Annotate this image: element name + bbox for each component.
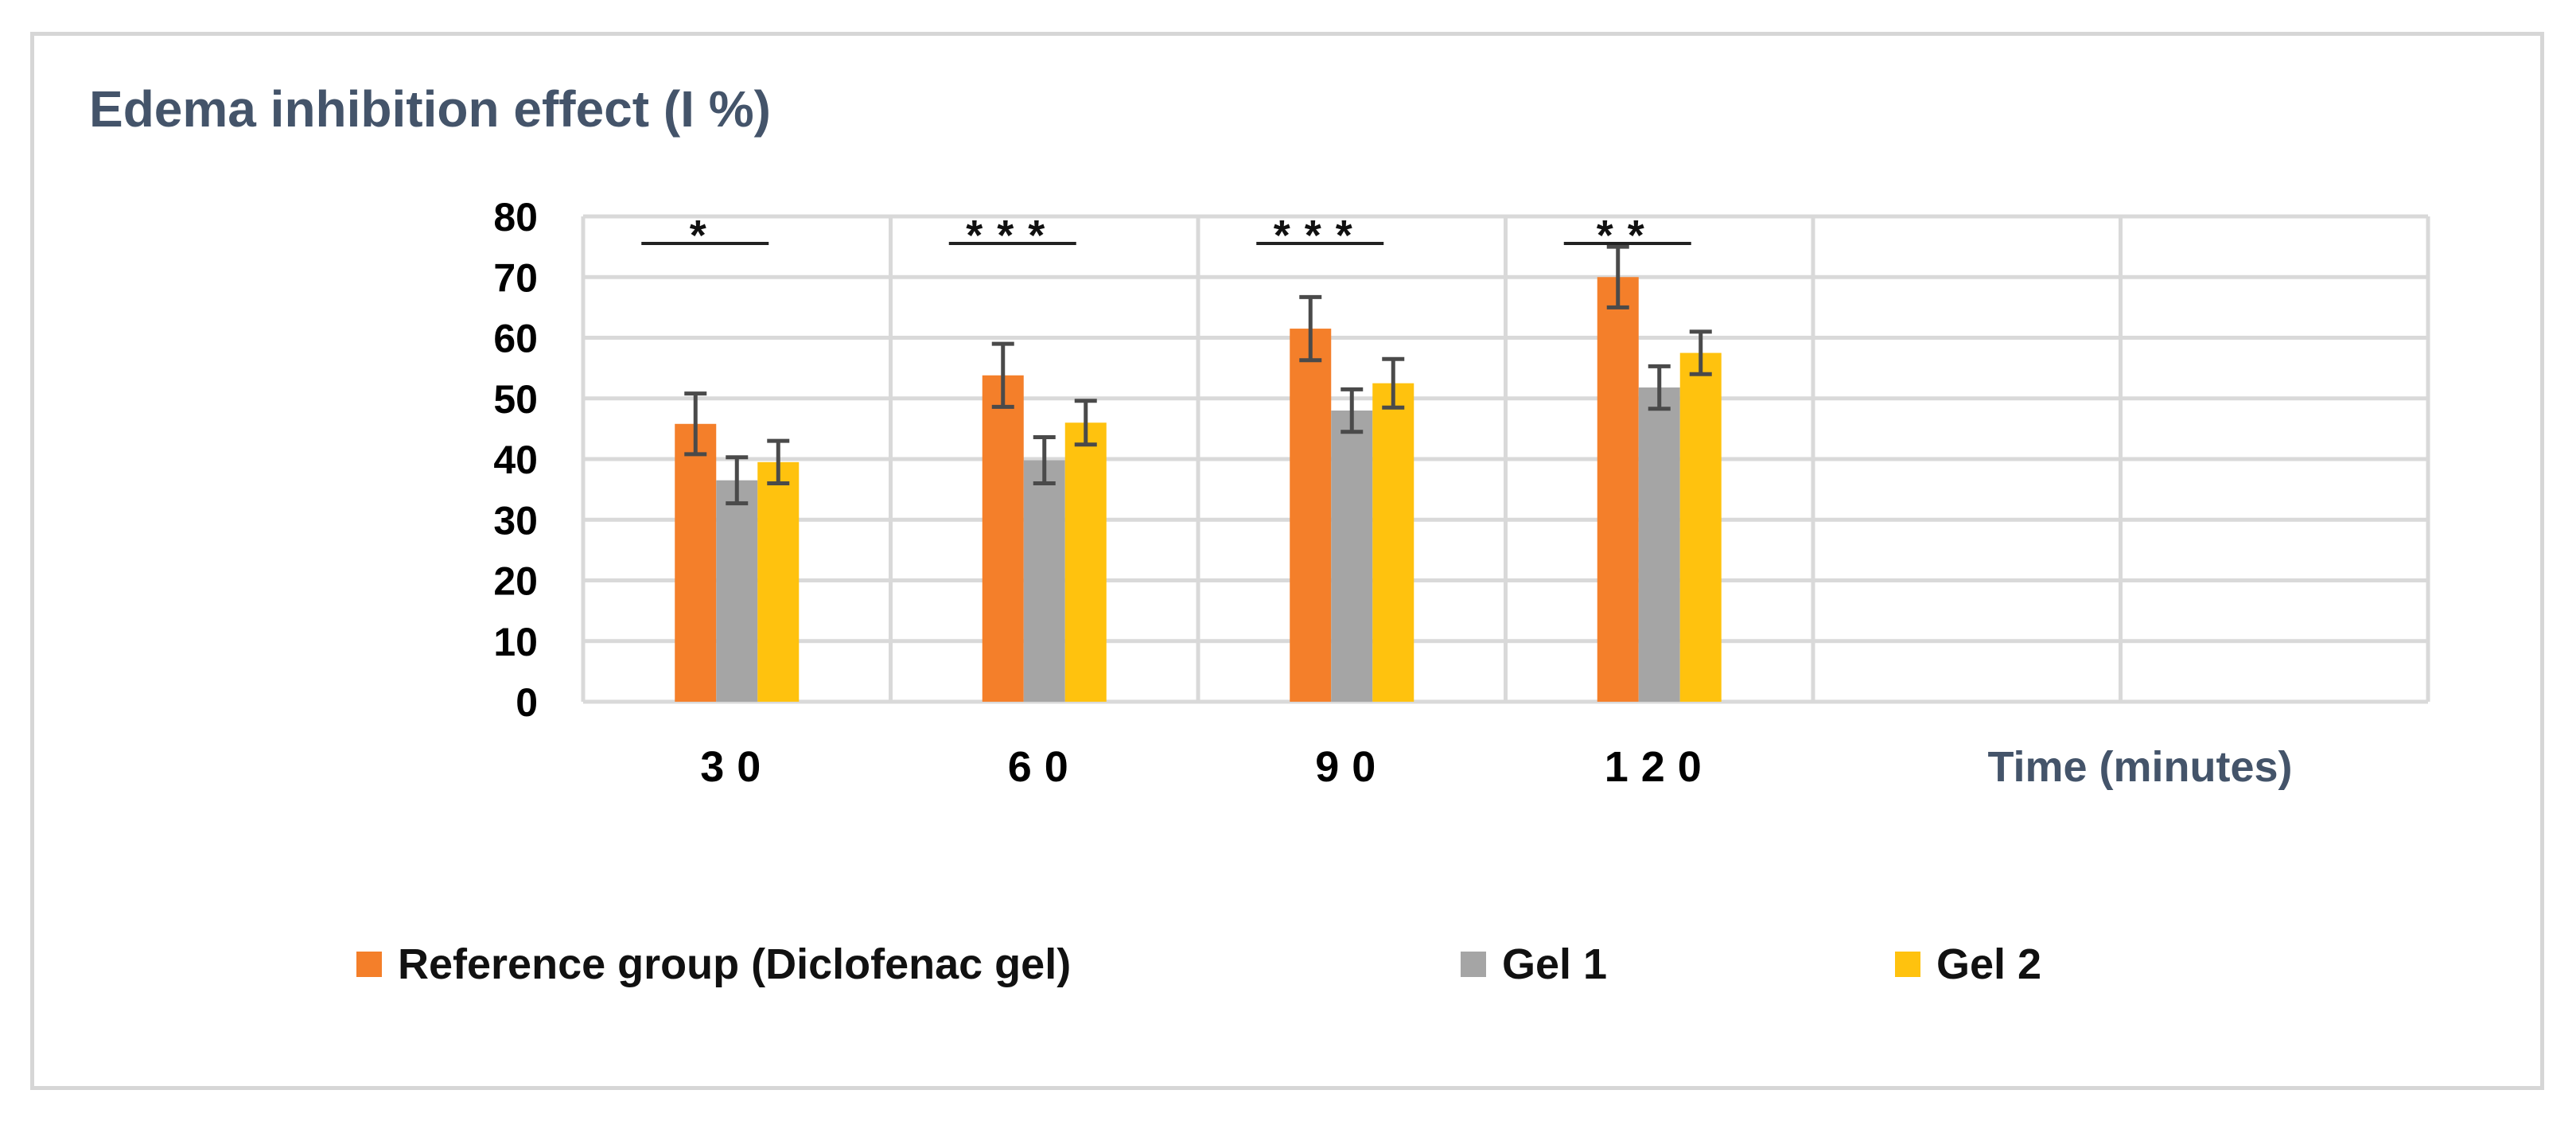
y-tick-label: 70 xyxy=(493,255,538,300)
bar-reference-90 xyxy=(1290,329,1332,702)
bar-gel-30 xyxy=(757,461,800,702)
y-tick-label: 20 xyxy=(493,559,538,604)
x-tick-label-90: 90 xyxy=(1315,743,1388,791)
x-tick-label-60: 60 xyxy=(1008,743,1081,791)
y-tick-label: 10 xyxy=(493,620,538,664)
bar-gel-60 xyxy=(1064,422,1107,702)
significance-label-60: *** xyxy=(966,212,1059,259)
legend-swatch-gel-2 xyxy=(1895,952,1920,977)
legend-swatch-reference xyxy=(356,952,382,977)
gridlines xyxy=(581,214,2430,704)
x-axis-title: Time (minutes) xyxy=(1987,743,2292,791)
bar-gel-120 xyxy=(1638,387,1680,702)
legend-item-gel-2: Gel 2 xyxy=(1895,932,2041,996)
tick-labels: 0 10 20 30 40 50 60 70 80 30 60 90 120 xyxy=(493,195,1714,791)
bar-gel-60 xyxy=(1023,460,1065,702)
chart-frame xyxy=(30,32,2544,1090)
significance-label-90: *** xyxy=(1274,212,1367,259)
bar-gel-30 xyxy=(716,480,758,702)
legend-item-gel-1: Gel 1 xyxy=(1461,932,1607,996)
error-bars xyxy=(684,244,1712,506)
y-tick-label: 40 xyxy=(493,438,538,482)
y-tick-label: 80 xyxy=(493,195,538,239)
legend-label-gel-2: Gel 2 xyxy=(1936,940,2042,988)
significance-label-30: * xyxy=(690,212,721,259)
y-tick-label: 60 xyxy=(493,317,538,361)
legend-label-gel-1: Gel 1 xyxy=(1502,940,1608,988)
x-tick-label-120: 120 xyxy=(1605,743,1714,791)
legend-label-reference: Reference group (Diclofenac gel) xyxy=(398,940,1072,988)
chart-title: Edema inhibition effect (I %) xyxy=(89,80,771,138)
y-tick-label: 30 xyxy=(493,498,538,543)
bar-gel-120 xyxy=(1679,352,1722,702)
y-tick-label: 0 xyxy=(516,680,538,725)
significance-markers: * *** *** ** xyxy=(641,212,1691,259)
bar-gel-90 xyxy=(1331,411,1373,702)
bar-reference-120 xyxy=(1597,277,1639,702)
bar-gel-90 xyxy=(1372,383,1414,702)
bars xyxy=(675,277,1722,702)
legend-item-reference: Reference group (Diclofenac gel) xyxy=(356,932,1071,996)
bar-reference-60 xyxy=(982,375,1024,702)
x-tick-label-30: 30 xyxy=(700,743,773,791)
legend: Reference group (Diclofenac gel) Gel 1 G… xyxy=(356,932,2186,996)
significance-label-120: ** xyxy=(1597,212,1659,259)
bar-reference-30 xyxy=(675,423,717,702)
legend-swatch-gel-1 xyxy=(1461,952,1486,977)
y-tick-label: 50 xyxy=(493,377,538,422)
